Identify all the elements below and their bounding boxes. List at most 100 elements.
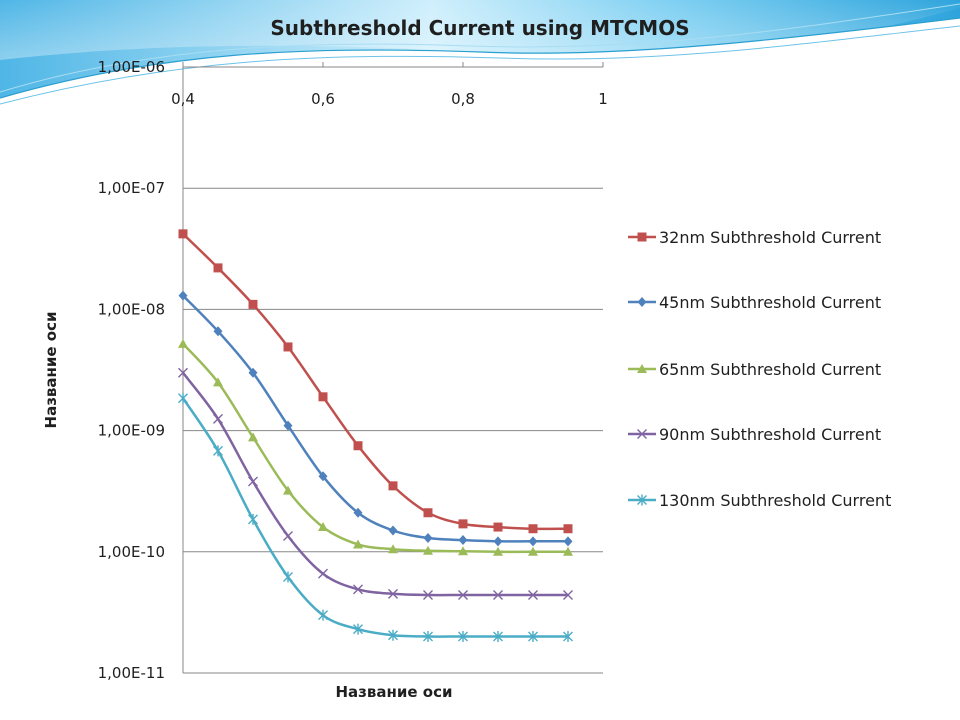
x-tick-label: 1 — [598, 90, 608, 108]
data-point — [528, 536, 538, 547]
data-point — [493, 631, 503, 643]
legend-label: 130nm Subthreshold Current — [659, 491, 891, 510]
data-point — [423, 631, 433, 643]
data-point — [283, 342, 293, 352]
y-axis-ticks: 1,00E-06 1,00E-07 1,00E-08 1,00E-09 1,00E-10… — [98, 58, 165, 682]
data-point — [528, 546, 538, 556]
data-point — [318, 392, 328, 402]
data-point — [458, 546, 468, 556]
data-point — [388, 525, 398, 536]
data-point — [423, 545, 433, 555]
data-point — [353, 539, 363, 549]
legend-label: 65nm Subthreshold Current — [659, 360, 881, 379]
header-banner — [0, 0, 960, 105]
x-tick-label: 0,4 — [171, 90, 195, 108]
data-point — [493, 546, 503, 556]
legend: 32nm Subthreshold Current 45nm Subthresho… — [628, 228, 891, 510]
legend-marker — [637, 364, 647, 373]
legend-item: 65nm Subthreshold Current — [628, 360, 881, 379]
legend-item: 90nm Subthreshold Current — [628, 425, 881, 444]
y-tick-label: 1,00E-08 — [98, 300, 165, 318]
data-point — [248, 299, 258, 309]
data-point — [423, 532, 433, 543]
y-tick-label: 1,00E-11 — [98, 664, 165, 682]
data-point — [388, 588, 398, 599]
data-point — [213, 326, 223, 337]
legend-marker — [637, 494, 647, 506]
data-point — [353, 623, 363, 635]
data-point — [178, 338, 188, 348]
data-point — [528, 631, 538, 643]
data-point — [493, 536, 503, 547]
data-point — [458, 631, 468, 643]
data-point — [283, 531, 293, 541]
series-line — [182, 233, 569, 531]
y-tick-label: 1,00E-07 — [98, 179, 165, 197]
series-2 — [178, 338, 573, 556]
data-point — [563, 524, 573, 534]
legend-label: 32nm Subthreshold Current — [659, 228, 881, 247]
legend-marker — [637, 429, 647, 439]
data-point — [458, 535, 468, 546]
x-axis-ticks: 0,4 0,6 0,8 1 — [171, 62, 608, 108]
data-point — [318, 568, 328, 579]
data-point — [493, 522, 503, 532]
x-tick-label: 0,6 — [311, 90, 335, 108]
data-point — [528, 590, 538, 601]
data-point — [318, 471, 328, 482]
chart-title: Subthreshold Current using MTCMOS — [270, 16, 689, 40]
data-point — [563, 631, 573, 643]
y-tick-label: 1,00E-06 — [98, 58, 165, 76]
series-line — [182, 372, 568, 597]
series-line — [181, 397, 568, 638]
series-0 — [178, 229, 573, 534]
x-axis-title: Название оси — [336, 683, 453, 701]
legend-item: 45nm Subthreshold Current — [628, 293, 881, 312]
data-point — [248, 432, 258, 442]
data-point — [388, 544, 398, 554]
y-tick-label: 1,00E-09 — [98, 422, 165, 440]
data-point — [178, 229, 188, 239]
y-axis-title: Название оси — [42, 312, 60, 429]
legend-label: 45nm Subthreshold Current — [659, 293, 881, 312]
data-point — [318, 522, 328, 532]
legend-label: 90nm Subthreshold Current — [659, 425, 881, 444]
data-point — [563, 546, 573, 556]
legend-item: 130nm Subthreshold Current — [628, 491, 891, 510]
data-point — [248, 476, 258, 487]
data-point — [178, 392, 188, 404]
data-point — [353, 584, 363, 595]
legend-marker — [637, 297, 647, 307]
data-point — [213, 413, 223, 424]
legend-marker — [637, 232, 647, 242]
data-point — [283, 420, 293, 431]
data-point — [388, 481, 398, 491]
data-point — [388, 629, 398, 641]
series-line — [182, 342, 568, 554]
series-layer — [178, 229, 573, 643]
series-1 — [178, 290, 573, 547]
data-point — [213, 377, 223, 387]
data-point — [213, 263, 223, 273]
plot-area — [178, 66, 603, 674]
data-point — [353, 507, 363, 518]
gridlines — [183, 187, 603, 674]
legend-item: 32nm Subthreshold Current — [628, 228, 881, 247]
data-point — [563, 590, 573, 601]
data-point — [458, 519, 468, 529]
data-point — [178, 367, 188, 378]
data-point — [493, 590, 503, 601]
data-point — [563, 536, 573, 547]
data-point — [423, 508, 433, 518]
data-point — [213, 445, 223, 457]
series-3 — [178, 367, 573, 601]
x-tick-label: 0,8 — [451, 90, 475, 108]
data-point — [458, 590, 468, 601]
data-point — [248, 367, 258, 378]
data-point — [248, 513, 258, 525]
data-point — [353, 441, 363, 451]
data-point — [283, 485, 293, 495]
data-point — [423, 590, 433, 601]
